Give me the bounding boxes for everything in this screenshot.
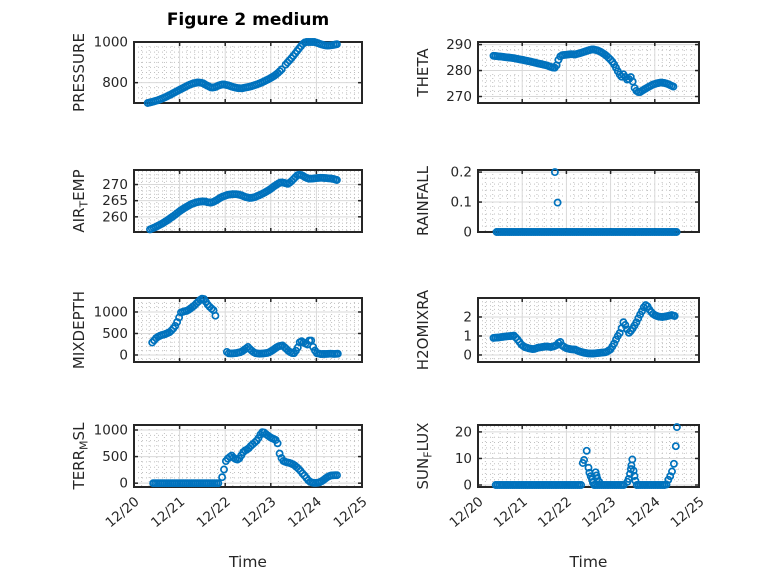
y-axis-label: AIRTEMP [70, 169, 91, 232]
data-markers [491, 423, 681, 489]
y-axis-label: MIXDEPTH [70, 291, 88, 369]
data-markers [489, 301, 679, 358]
x-tick-label: 12/25 [330, 494, 370, 531]
axes-box [477, 41, 700, 104]
y-axis-label: PRESSURE [70, 33, 88, 112]
y-axis-label: TERRMSL [70, 422, 91, 491]
axis-ticks [133, 170, 363, 232]
data-markers [489, 45, 678, 97]
data-markers [143, 38, 341, 107]
y-axis-label: RAINFALL [414, 165, 432, 236]
x-tick-labels: 12/20 12/21 12/22 12/23 12/24 12/25 [446, 494, 707, 531]
subplot-rainfall: 0 0.1 0.2 RAINFALL [414, 165, 700, 241]
subplot-pressure: 800 1000 PRESSURE [70, 33, 363, 112]
minor-grid [478, 170, 699, 232]
y-tick-label: 1000 [94, 35, 128, 51]
y-tick-labels: 0 500 1000 [94, 422, 128, 491]
figure-title: Figure 2 medium [166, 10, 330, 30]
y-tick-label: 1000 [94, 422, 128, 438]
y-tick-label: 0 [119, 476, 128, 492]
y-tick-labels: 0 1 2 [463, 309, 472, 363]
y-tick-labels: 270 280 290 [446, 37, 472, 105]
x-tick-label: 12/24 [623, 494, 663, 531]
y-tick-label: 500 [102, 326, 128, 342]
x-tick-labels: 12/20 12/21 12/22 12/23 12/24 12/25 [102, 494, 370, 531]
x-tick-label: 12/23 [239, 494, 279, 531]
subplot-terr_msl: 0 500 1000 12/20 12/21 12/22 12/23 12/24 12/25 TE… [70, 422, 371, 531]
subplot-theta: 270 280 290 THETA [414, 37, 700, 105]
outlier-markers [578, 446, 640, 487]
y-tick-labels: 0 0.1 0.2 [451, 165, 472, 241]
y-tick-label: 2 [463, 309, 472, 325]
y-tick-label: 1000 [94, 304, 128, 320]
x-tick-label: 12/20 [102, 494, 142, 531]
y-tick-label: 260 [102, 209, 128, 225]
y-axis-label: THETA [414, 48, 432, 98]
y-tick-label: 0 [463, 478, 472, 494]
axis-ticks [133, 41, 363, 103]
x-tick-label: 12/21 [148, 494, 188, 531]
axes-box [477, 424, 700, 488]
axes-box [133, 297, 363, 363]
y-tick-label: 280 [446, 63, 472, 79]
axis-ticks [477, 42, 700, 103]
y-tick-label: 0 [463, 347, 472, 363]
data-markers [148, 294, 342, 359]
x-axis-label-left: Time [229, 553, 267, 571]
y-axis-label: SUNFLUX [414, 423, 435, 490]
subplot-sun_flux: 0 10 20 12/20 12/21 12/22 12/23 12/24 12/25 SUNFL… [414, 423, 708, 532]
y-tick-label: 270 [102, 177, 128, 193]
x-tick-label: 12/24 [285, 494, 325, 531]
y-tick-labels: 800 1000 [94, 35, 128, 92]
y-tick-label: 20 [455, 424, 472, 440]
y-tick-labels: 0 10 20 [455, 424, 472, 493]
x-tick-label: 12/21 [491, 494, 531, 531]
data-markers [146, 170, 341, 234]
y-tick-label: 0.2 [451, 165, 472, 181]
y-tick-label: 290 [446, 37, 472, 53]
y-tick-label: 0 [463, 225, 472, 241]
y-tick-label: 1 [463, 328, 472, 344]
axes-box [477, 297, 700, 363]
y-tick-label: 800 [102, 75, 128, 91]
x-tick-label: 12/25 [667, 494, 707, 531]
axis-ticks [133, 298, 363, 362]
subplot-h2omixra: 0 1 2 H2OMIXRA [414, 289, 700, 370]
x-tick-label: 12/20 [446, 494, 486, 531]
x-axis-label-right: Time [569, 553, 608, 571]
y-tick-label: 500 [102, 449, 128, 465]
x-tick-label: 12/22 [535, 494, 575, 531]
axis-ticks [477, 298, 700, 362]
x-tick-label: 12/23 [579, 494, 619, 531]
y-tick-label: 0.1 [451, 195, 472, 211]
y-tick-label: 265 [102, 193, 128, 209]
data-markers [149, 428, 341, 488]
y-tick-label: 10 [455, 451, 472, 467]
x-tick-label: 12/22 [194, 494, 234, 531]
data-markers [492, 228, 681, 236]
minor-grid [478, 425, 699, 487]
subplot-mixdepth: 0 500 1000 MIXDEPTH [70, 291, 363, 369]
y-axis-label: H2OMIXRA [414, 289, 432, 370]
outlier-markers [550, 168, 562, 207]
y-tick-label: 270 [446, 89, 472, 105]
axes-box [133, 41, 363, 104]
y-tick-labels: 0 500 1000 [94, 304, 128, 363]
y-tick-label: 0 [119, 347, 128, 363]
major-grid [478, 170, 699, 232]
